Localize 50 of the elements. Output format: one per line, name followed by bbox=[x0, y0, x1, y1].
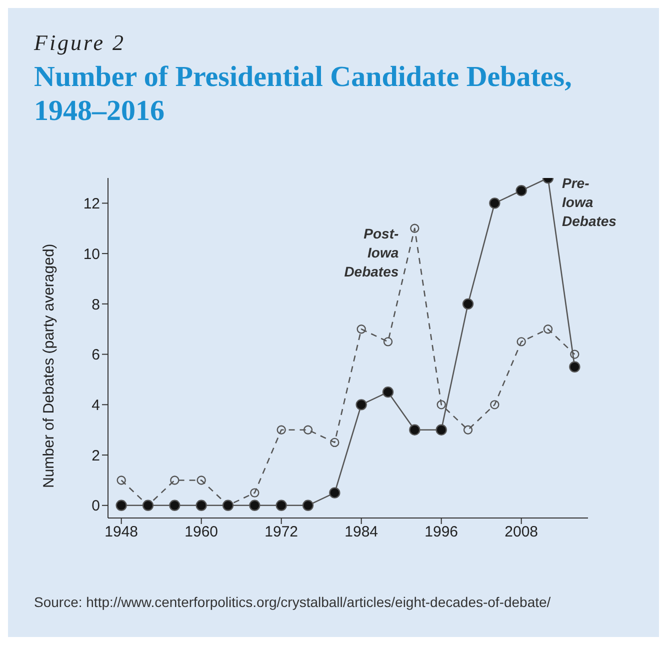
series-label: Post-Iowa Debates bbox=[344, 225, 400, 280]
point bbox=[409, 424, 420, 436]
x-tick-label: 1960 bbox=[184, 524, 218, 541]
point bbox=[516, 337, 526, 346]
point bbox=[569, 361, 580, 372]
y-tick-label: 10 bbox=[83, 246, 100, 263]
source-note: Source: http://www.centerforpolitics.org/crystalball/articles/eight-decades-of-debate/ bbox=[34, 593, 552, 611]
point bbox=[410, 224, 420, 233]
point bbox=[330, 438, 340, 448]
y-tick-label: 6 bbox=[92, 346, 100, 364]
y-tick-label: 12 bbox=[83, 196, 100, 213]
point bbox=[302, 500, 314, 512]
point bbox=[543, 324, 553, 334]
point bbox=[463, 425, 473, 434]
chart-subtitle: Figure 2 bbox=[34, 30, 126, 56]
point bbox=[196, 500, 207, 512]
point bbox=[276, 425, 286, 434]
point bbox=[249, 500, 260, 512]
point bbox=[170, 476, 180, 485]
point bbox=[516, 184, 527, 196]
point bbox=[356, 399, 367, 410]
x-tick-label: 1972 bbox=[264, 524, 298, 541]
point bbox=[276, 500, 287, 512]
x-tick-label: 1984 bbox=[344, 524, 378, 541]
point bbox=[382, 386, 394, 398]
point bbox=[489, 198, 500, 209]
point bbox=[303, 425, 313, 434]
point bbox=[329, 487, 340, 498]
point bbox=[490, 400, 500, 410]
point bbox=[436, 424, 447, 436]
point bbox=[436, 400, 446, 410]
point bbox=[383, 337, 393, 346]
point bbox=[250, 488, 260, 498]
chart-title: Number of Presidential Candidate Debates, 1948–2016 bbox=[34, 60, 573, 128]
point bbox=[356, 324, 366, 334]
point bbox=[570, 350, 580, 359]
point bbox=[196, 476, 206, 485]
x-tick-label: 2008 bbox=[504, 524, 538, 541]
point bbox=[169, 500, 180, 512]
y-axis-title: Number of Debates (party averaged) bbox=[40, 244, 58, 488]
point bbox=[462, 298, 474, 310]
y-tick-label: 8 bbox=[92, 296, 100, 314]
series-label: Pre-Iowa Debates bbox=[562, 175, 617, 229]
y-tick-label: 4 bbox=[92, 396, 100, 414]
x-tick-label: 1996 bbox=[424, 524, 458, 541]
point bbox=[116, 476, 126, 485]
y-tick-label: 0 bbox=[92, 498, 100, 515]
x-tick-label: 1948 bbox=[104, 524, 138, 541]
y-tick-label: 2 bbox=[92, 447, 100, 464]
point bbox=[116, 500, 127, 512]
